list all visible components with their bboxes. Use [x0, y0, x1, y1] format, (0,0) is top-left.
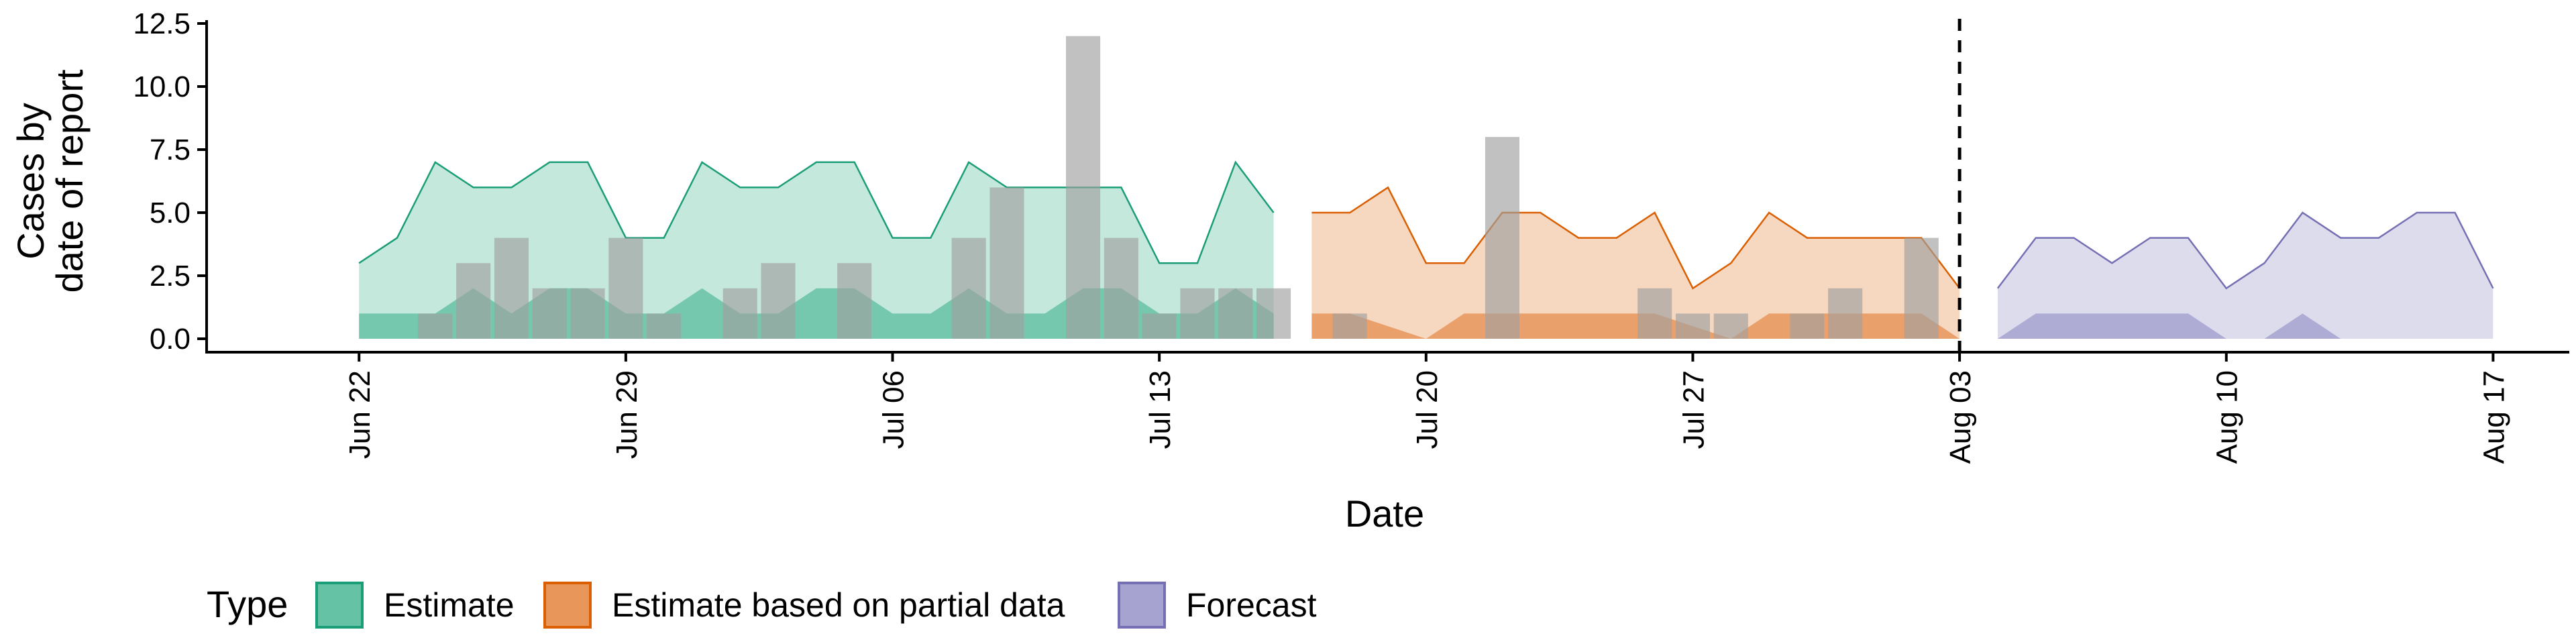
observed-bar [1485, 137, 1519, 339]
band-inner-forecast [1997, 313, 2493, 339]
observed-bar [722, 288, 757, 339]
observed-bar [1066, 36, 1101, 339]
observed-bar [1713, 313, 1748, 339]
observed-bar [1218, 288, 1253, 339]
observed-bar [1142, 313, 1177, 339]
observed-bar [647, 313, 682, 339]
y-axis-title-line: date of report [48, 69, 91, 293]
x-tick-label: Jul 13 [1144, 370, 1177, 449]
observed-bar [418, 313, 453, 339]
y-tick-label: 7.5 [150, 133, 191, 166]
observed-bar [837, 263, 872, 339]
y-tick-label: 0.0 [150, 323, 191, 356]
y-tick-label: 12.5 [133, 7, 191, 40]
observed-bar [761, 263, 796, 339]
legend-swatch [1118, 582, 1166, 629]
y-tick-label: 10.0 [133, 70, 191, 103]
x-tick-label: Aug 10 [2211, 370, 2244, 464]
observed-bar [608, 237, 643, 339]
x-tick-label: Jun 29 [610, 370, 643, 459]
legend-title: Type [207, 583, 288, 625]
band-outline-estimate [358, 160, 1275, 264]
observed-bar [1904, 237, 1939, 339]
observed-bar [989, 187, 1024, 339]
observed-bar [570, 288, 605, 339]
legend-item: Estimate based on partial data [543, 582, 1065, 629]
y-axis-title-line: Cases by [9, 103, 52, 259]
observed-bar [1828, 288, 1863, 339]
legend-item: Forecast [1118, 582, 1317, 629]
observed-bar [1180, 288, 1215, 339]
band-outline-forecast [1996, 211, 2494, 290]
observed-bar [494, 237, 529, 339]
observed-bar [1675, 313, 1710, 339]
legend-label: Forecast [1186, 586, 1317, 624]
series-bands [358, 160, 2494, 339]
observed-bar [1790, 313, 1825, 339]
y-tick-label: 2.5 [150, 260, 191, 292]
x-axis-title: Date [1345, 492, 1424, 535]
x-tick-label: Jul 20 [1411, 370, 1444, 449]
x-tick-label: Jun 22 [343, 370, 376, 459]
x-tick-label: Jul 27 [1678, 370, 1711, 449]
legend: Type Estimate Estimate based on partial da… [207, 582, 1317, 629]
y-axis-title: Cases bydate of report [9, 69, 91, 293]
legend-item: Estimate [315, 582, 515, 629]
observed-bar [1104, 237, 1138, 339]
band-outer-estimate-based-on-partial-data [1311, 187, 1960, 339]
y-tick-label: 5.0 [150, 197, 191, 229]
legend-label: Estimate based on partial data [612, 586, 1065, 624]
observed-bar [1638, 288, 1672, 339]
axes: 0.0 2.5 5.0 7.5 10.0 12.5 Jun 22 Jun 29 Jul 06 Ju… [133, 7, 2569, 464]
legend-swatch [543, 582, 592, 629]
observed-bar [456, 263, 491, 339]
observed-bar [1332, 313, 1367, 339]
band-outline-estimate-based-on-partial-data [1311, 186, 1961, 290]
observed-bar [532, 288, 567, 339]
observed-bars [418, 36, 1939, 339]
legend-label: Estimate [384, 586, 515, 624]
observed-bar [951, 237, 986, 339]
x-tick-label: Aug 17 [2477, 370, 2510, 464]
legend-swatch [315, 582, 364, 629]
x-tick-label: Aug 03 [1944, 370, 1977, 464]
observed-bar [1256, 288, 1291, 339]
x-tick-label: Jul 06 [877, 370, 910, 449]
